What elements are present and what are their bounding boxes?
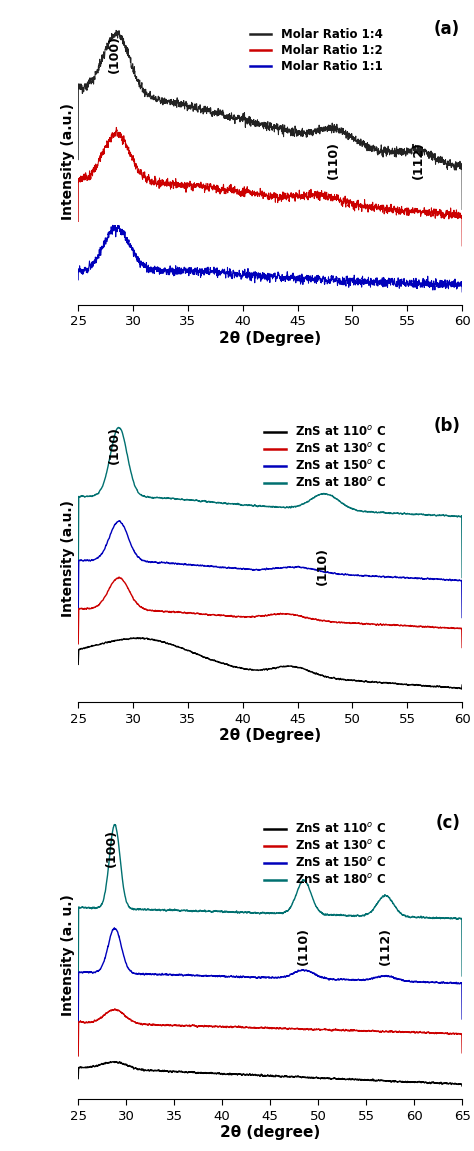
Text: (100): (100) <box>108 426 121 464</box>
Y-axis label: Intensity (a. u.): Intensity (a. u.) <box>62 894 75 1016</box>
Legend: Molar Ratio 1:4, Molar Ratio 1:2, Molar Ratio 1:1: Molar Ratio 1:4, Molar Ratio 1:2, Molar … <box>245 23 387 77</box>
Text: (110): (110) <box>316 547 329 585</box>
Text: (110): (110) <box>328 142 340 180</box>
X-axis label: 2θ (Degree): 2θ (Degree) <box>219 331 321 346</box>
Text: (112): (112) <box>379 927 392 965</box>
Text: (a): (a) <box>434 21 460 38</box>
Y-axis label: Intensity (a.u.): Intensity (a.u.) <box>62 102 75 220</box>
Text: (110): (110) <box>297 927 310 965</box>
Text: (c): (c) <box>435 815 460 832</box>
Text: (b): (b) <box>433 418 460 435</box>
Text: (112): (112) <box>412 142 425 180</box>
Text: (100): (100) <box>108 35 121 73</box>
Y-axis label: Intensity (a.u.): Intensity (a.u.) <box>62 500 75 617</box>
Legend: ZnS at 110$^o$ C, ZnS at 130$^o$ C, ZnS at 150$^o$ C, ZnS at 180$^o$ C: ZnS at 110$^o$ C, ZnS at 130$^o$ C, ZnS … <box>260 420 391 495</box>
X-axis label: 2θ (degree): 2θ (degree) <box>220 1126 320 1141</box>
X-axis label: 2θ (Degree): 2θ (Degree) <box>219 729 321 744</box>
Legend: ZnS at 110$^o$ C, ZnS at 130$^o$ C, ZnS at 150$^o$ C, ZnS at 180$^o$ C: ZnS at 110$^o$ C, ZnS at 130$^o$ C, ZnS … <box>260 817 391 892</box>
Text: (100): (100) <box>105 829 118 867</box>
